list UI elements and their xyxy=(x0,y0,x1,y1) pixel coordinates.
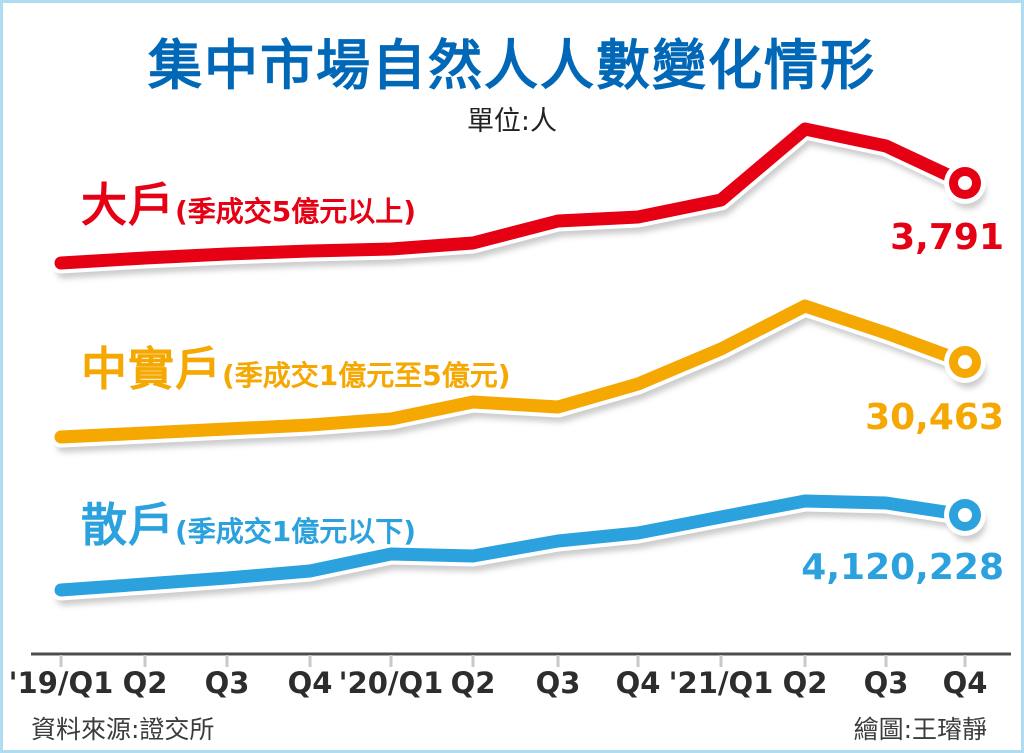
series-name: 散戶 xyxy=(81,498,175,552)
series-name: 中實戶 xyxy=(81,342,222,396)
series-qualifier: (季成交1億元至5億元) xyxy=(222,359,511,392)
line-big xyxy=(54,122,972,270)
value-label-mid-traders: 30,463 xyxy=(865,397,1004,438)
series-label-retail-traders: 散戶 (季成交1億元以下) xyxy=(81,489,416,555)
marker-hole-big xyxy=(958,176,972,190)
page-title: 集中市場自然人人數變化情形 xyxy=(148,34,876,97)
x-axis-labels: '19/Q1 Q2 Q3 Q4'20/Q1 Q2 Q3 Q4'21/Q1 Q2 Q3 Q4 xyxy=(3,666,1021,706)
series-qualifier: (季成交5億元以上) xyxy=(175,195,417,228)
value-label-retail-traders: 4,120,228 xyxy=(801,547,1004,588)
value-label-big-traders: 3,791 xyxy=(890,217,1004,258)
x-axis-label: Q2 xyxy=(782,666,828,700)
line-retail xyxy=(54,494,972,597)
x-axis-label: Q4 xyxy=(287,666,333,700)
marker-hole-mid xyxy=(958,355,972,369)
x-axis-label: Q2 xyxy=(122,666,168,700)
line-mid xyxy=(54,299,972,444)
series-qualifier: (季成交1億元以下) xyxy=(175,515,417,548)
x-axis-label: '21/Q1 xyxy=(668,666,774,700)
marker-hole-retail xyxy=(958,508,972,522)
x-axis-label: Q4 xyxy=(615,666,661,700)
x-axis-label: Q3 xyxy=(535,666,581,700)
series-label-big-traders: 大戶 (季成交5億元以上) xyxy=(81,169,416,235)
series-label-mid-traders: 中實戶 (季成交1億元至5億元) xyxy=(81,333,511,399)
x-axis-label: Q3 xyxy=(204,666,250,700)
unit-label: 單位:人 xyxy=(466,106,558,137)
chart-canvas xyxy=(31,118,1011,667)
series-name: 大戶 xyxy=(81,178,175,232)
data-source-credit: 資料來源:證交所 xyxy=(31,715,215,744)
illustrator-credit: 繪圖:王璿靜 xyxy=(853,715,987,744)
x-axis-label: Q4 xyxy=(942,666,988,700)
x-axis-label: Q2 xyxy=(450,666,496,700)
x-axis-label: '19/Q1 xyxy=(8,666,114,700)
x-axis-label: '20/Q1 xyxy=(338,666,444,700)
x-axis-label: Q3 xyxy=(863,666,909,700)
